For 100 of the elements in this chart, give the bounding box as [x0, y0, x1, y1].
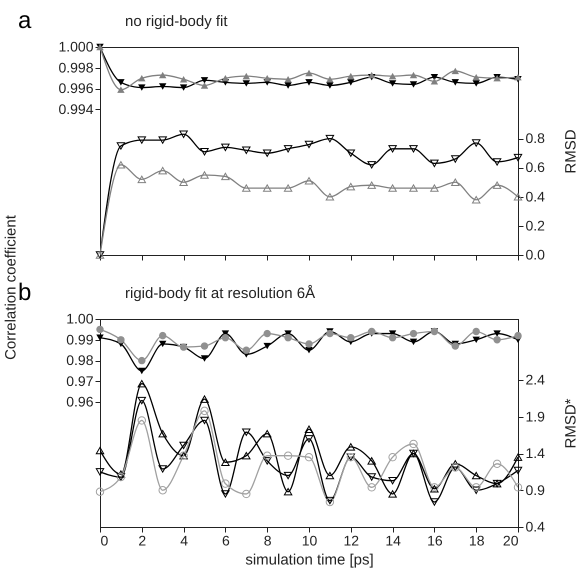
point [180, 84, 188, 91]
point [409, 184, 418, 192]
x-tick-label: 8 [264, 532, 272, 548]
point [262, 452, 272, 460]
point [326, 472, 334, 480]
point [117, 336, 125, 344]
point [388, 184, 397, 192]
point [221, 458, 230, 466]
x-tick-label: 14 [385, 532, 402, 548]
y2-tick-label: 0.6 [526, 159, 546, 176]
point [472, 336, 480, 344]
point [222, 334, 230, 342]
point [138, 74, 146, 82]
point [304, 435, 314, 443]
point [388, 452, 397, 462]
point [284, 488, 292, 496]
point [262, 184, 272, 192]
point [388, 490, 397, 498]
y2-tick-label: 0.4 [526, 188, 546, 204]
point [452, 79, 460, 86]
y2-tick-label: 1.4 [526, 445, 546, 461]
point [158, 486, 167, 494]
point [263, 330, 271, 338]
point [367, 457, 376, 465]
point [138, 136, 146, 144]
point [326, 76, 334, 82]
y-tick-label: 0.99 [66, 331, 94, 348]
point [388, 72, 396, 80]
point [263, 342, 271, 350]
point [410, 72, 418, 78]
y2-tick-label: 1.9 [526, 408, 546, 424]
y2-axis-title: RMSD [562, 129, 580, 174]
point [263, 74, 271, 82]
point [472, 483, 480, 492]
point [388, 145, 397, 153]
chart-title: no rigid-body fit [125, 13, 228, 30]
x-tick-label: 4 [180, 532, 188, 548]
y-tick-label: 0.98 [66, 352, 94, 368]
point [514, 193, 522, 201]
point [200, 342, 208, 350]
point [221, 479, 230, 488]
point [347, 72, 355, 80]
point [388, 334, 396, 342]
point [180, 76, 188, 82]
point [367, 181, 376, 189]
point [221, 490, 230, 498]
point [472, 74, 480, 80]
point [158, 340, 166, 348]
point [388, 80, 396, 87]
point [514, 466, 522, 474]
point [472, 139, 480, 147]
point [452, 68, 460, 74]
point [472, 80, 480, 87]
point [96, 334, 104, 341]
point [452, 342, 460, 350]
point [179, 442, 188, 450]
point [326, 134, 334, 142]
point [242, 184, 251, 192]
point [304, 426, 314, 433]
point [346, 182, 356, 190]
point [472, 196, 480, 204]
point [158, 465, 167, 473]
y-tick-label: 0.996 [58, 80, 94, 96]
point [514, 154, 522, 162]
y2-tick-label: 0.4 [526, 518, 546, 534]
point [514, 74, 522, 80]
point [305, 346, 313, 354]
y-axis-title: Correlation coefficient [2, 214, 20, 360]
point [200, 416, 209, 424]
point [116, 470, 126, 478]
point [138, 356, 146, 364]
point [138, 84, 146, 91]
point [200, 171, 209, 179]
point [430, 160, 439, 168]
point [242, 346, 250, 354]
point [430, 78, 438, 85]
point [430, 498, 439, 506]
x-tick-label: 12 [344, 532, 360, 548]
point [409, 440, 418, 448]
point [117, 79, 125, 86]
x-tick-label: 18 [468, 532, 485, 548]
point [262, 149, 272, 157]
point [305, 70, 313, 76]
point [138, 416, 146, 425]
point [158, 430, 167, 438]
point [346, 443, 356, 451]
point [430, 74, 438, 80]
point [221, 144, 230, 152]
y-tick-label: 1.00 [66, 310, 94, 326]
point [472, 472, 480, 480]
point [158, 83, 166, 90]
point [200, 148, 209, 156]
point [304, 177, 314, 185]
y2-axis-title: RMSD* [562, 398, 580, 449]
point [326, 330, 334, 338]
point [200, 82, 208, 89]
y-tick-label: 0.994 [58, 100, 94, 117]
point [242, 452, 251, 460]
point [326, 193, 334, 201]
point [514, 453, 522, 461]
